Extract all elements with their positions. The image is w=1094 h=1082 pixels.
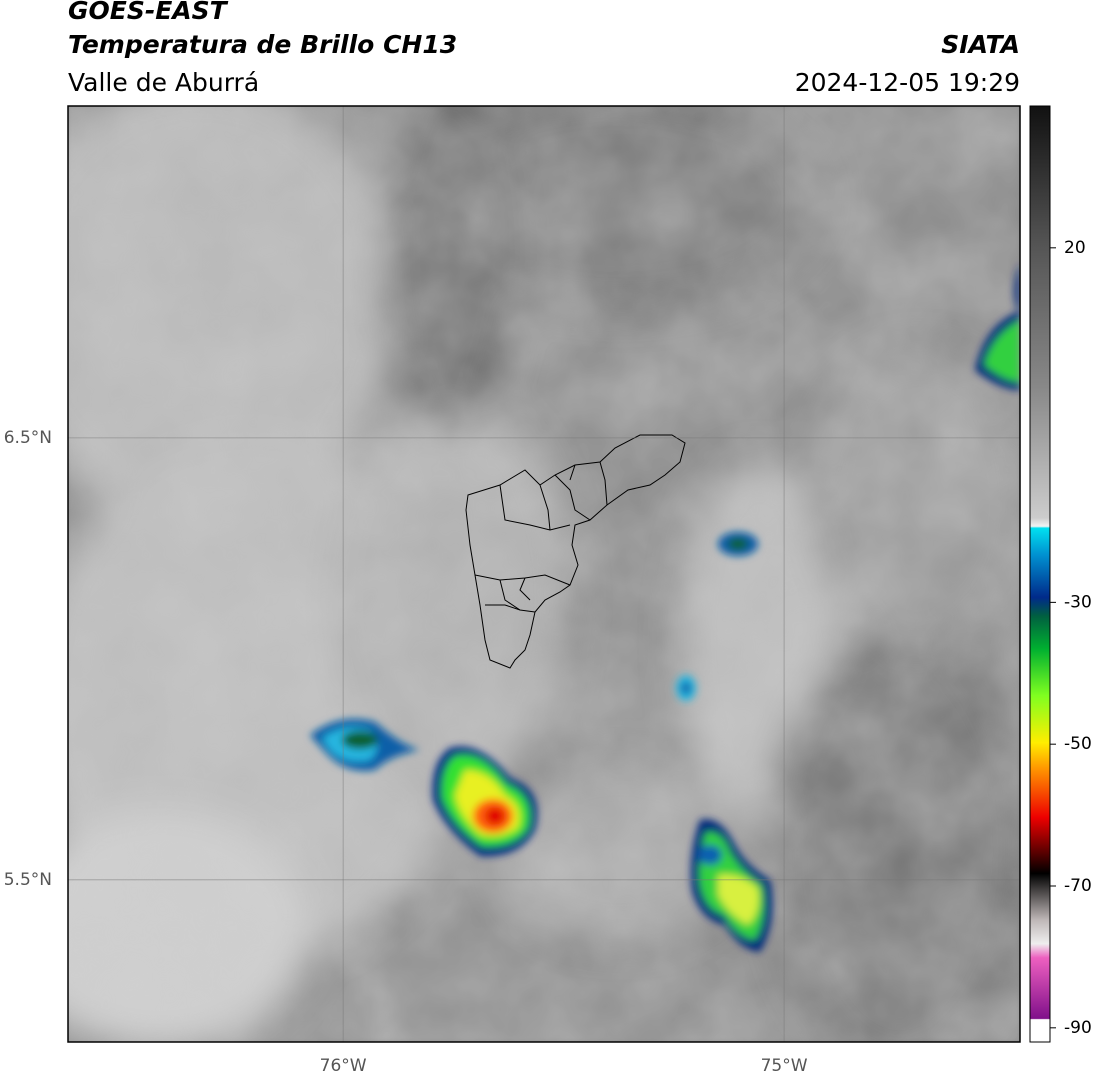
lat-tick-label: 6.5°N xyxy=(4,428,52,448)
colorbar xyxy=(1029,105,1051,1043)
colorbar-tick-label: -50 xyxy=(1064,734,1092,754)
lat-tick-label: 5.5°N xyxy=(4,870,52,890)
lon-tick-label: 75°W xyxy=(761,1056,808,1076)
title: GOES-EAST xyxy=(68,0,229,25)
storm-cells xyxy=(310,262,1020,952)
municipal-boundaries xyxy=(465,434,686,669)
colorbar-tick-label: -70 xyxy=(1064,876,1092,896)
colorbar-tick-label: -30 xyxy=(1064,592,1092,612)
lon-tick-label: 76°W xyxy=(320,1056,367,1076)
satellite-image xyxy=(68,106,1020,1042)
colorbar-tick-label: -90 xyxy=(1064,1018,1092,1038)
source: SIATA xyxy=(941,30,1020,59)
map-frame xyxy=(67,105,1021,1043)
region: Valle de Aburrá xyxy=(68,68,259,97)
colorbar-tick-label: 20 xyxy=(1064,238,1086,258)
timestamp: 2024-12-05 19:29 xyxy=(795,68,1020,97)
subtitle: Temperatura de Brillo CH13 xyxy=(68,30,457,59)
graticule xyxy=(68,106,1020,1042)
